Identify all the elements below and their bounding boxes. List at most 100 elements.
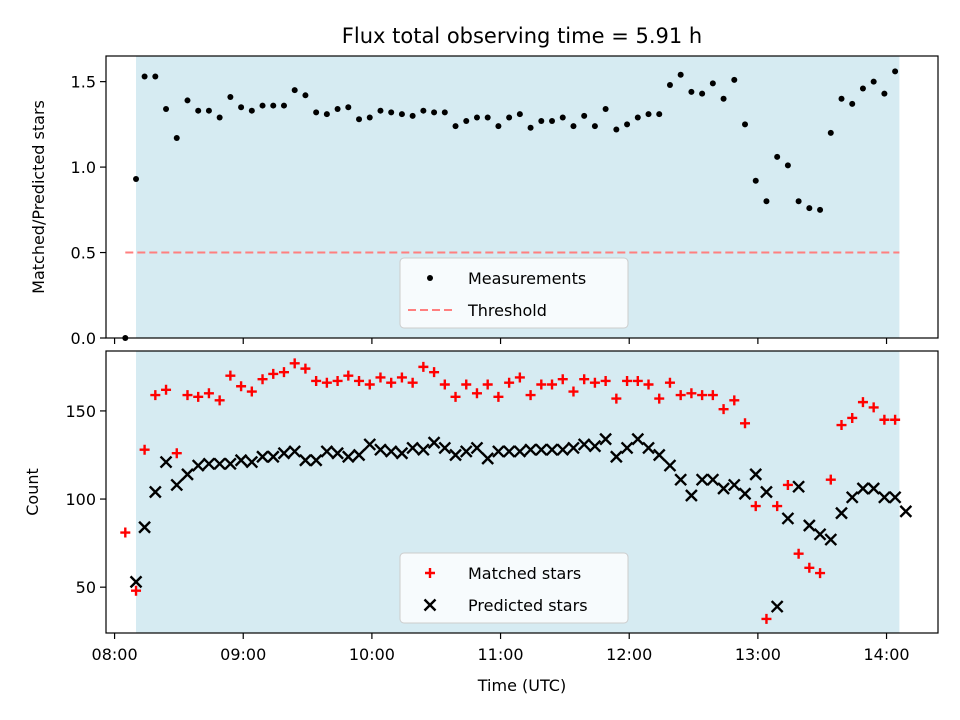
chart-title: Flux total observing time = 5.91 h: [342, 24, 702, 48]
bottom-series-matched-stars-point: [568, 386, 579, 397]
top-series-measurements-point: [527, 124, 534, 131]
bottom-series-predicted-stars-point: [181, 468, 194, 481]
bottom-series-matched-stars-point: [364, 379, 375, 390]
bottom-series-matched-stars-point: [161, 384, 172, 395]
bottom-series-matched-stars-point: [547, 379, 558, 390]
bottom-series-matched-stars-point: [815, 568, 826, 579]
bottom-series-matched-stars-point: [300, 363, 311, 374]
bottom-series-matched-stars-point: [171, 448, 182, 459]
bottom-series-predicted-stars-point: [556, 443, 570, 457]
top-series-measurements-point: [666, 82, 673, 89]
bottom-series-predicted-stars-point: [395, 446, 409, 460]
bottom-series-predicted-stars-point: [524, 443, 537, 457]
bottom-series-predicted-stars-point: [481, 452, 495, 465]
bottom-series-predicted-stars-point: [406, 441, 419, 455]
bottom-series-predicted-stars-point: [266, 450, 280, 464]
bottom-series-predicted-stars-point: [835, 506, 848, 520]
top-series-measurements-point: [398, 111, 405, 118]
bottom-series-matched-stars-point: [386, 377, 397, 388]
top-series-measurements-point: [484, 114, 491, 121]
bottom-series-matched-stars-point: [268, 368, 279, 379]
bottom-series-matched-stars-point: [707, 390, 718, 401]
bottom-series-predicted-stars-point: [427, 436, 441, 449]
bottom-series-matched-stars-point: [131, 585, 142, 596]
top-series-measurements-point: [388, 109, 395, 116]
top-series-measurements-point: [634, 114, 641, 121]
bottom-series-predicted-stars-point: [331, 446, 344, 460]
x-tick-label: 10:00: [349, 645, 395, 664]
bottom-series-matched-stars-point: [257, 374, 268, 385]
top-series-measurements-point: [827, 129, 834, 136]
bottom-series-predicted-stars-point: [888, 490, 902, 504]
bottom-series-predicted-stars-point: [760, 485, 773, 499]
bottom-series-matched-stars-point: [836, 420, 847, 431]
top-series-measurements-point: [291, 87, 298, 94]
top-series-measurements-point: [763, 198, 770, 205]
top-series-measurements-point: [774, 153, 781, 160]
bottom-series-matched-stars-point: [236, 381, 247, 392]
bottom-series-matched-stars-point: [482, 379, 493, 390]
bottom-series-matched-stars-point: [193, 391, 204, 402]
bottom-series-predicted-stars-point: [309, 453, 323, 467]
bottom-plot-area: 50 100 150 08:00 09:00 10:00 11:00 12:00 13:00 14…: [65, 350, 939, 664]
bottom-series-matched-stars-point: [750, 501, 761, 512]
top-series-measurements-point: [870, 78, 877, 85]
bottom-series-predicted-stars-point: [588, 439, 602, 453]
bottom-series-predicted-stars-point: [384, 445, 398, 458]
top-series-measurements-point: [345, 104, 352, 111]
bottom-series-matched-stars-point: [675, 390, 686, 401]
top-series-measurements-point: [420, 107, 427, 114]
bottom-series-matched-stars-point: [772, 501, 783, 512]
bottom-series-matched-stars-point: [471, 388, 482, 399]
bottom-series-predicted-stars-point: [288, 445, 302, 458]
top-series-measurements-point: [731, 76, 738, 83]
top-series-measurements-point: [163, 105, 170, 112]
bottom-series-predicted-stars-point: [170, 478, 184, 492]
top-series-measurements-point: [409, 112, 416, 119]
bottom-series-matched-stars-point: [718, 404, 729, 415]
bottom-series-predicted-stars-point: [277, 446, 291, 460]
bottom-series-matched-stars-point: [729, 395, 740, 406]
top-series-measurements-point: [259, 102, 266, 109]
top-y-axis-label: Matched/Predicted stars: [29, 100, 48, 294]
top-panel: 0.0 0.5 1.0 1.5 Measurements Threshold Matche…: [29, 55, 939, 348]
bottom-legend-entry-matched-stars-label: Matched stars: [468, 564, 581, 583]
bottom-series-predicted-stars-point: [470, 441, 484, 455]
bottom-y-tick-label: 50: [76, 578, 96, 597]
top-series-measurements-point: [720, 95, 727, 102]
top-series-measurements-point: [677, 71, 684, 78]
top-series-measurements-point: [591, 123, 598, 130]
bottom-y-tick-label: 100: [65, 490, 96, 509]
bottom-series-matched-stars-point: [589, 377, 600, 388]
x-tick-label: 14:00: [863, 645, 909, 664]
top-legend-entry-threshold-label: Threshold: [467, 301, 547, 320]
bottom-series-matched-stars-point: [429, 367, 440, 378]
bottom-panel: 50 100 150 08:00 09:00 10:00 11:00 12:00 13:00 14…: [23, 350, 939, 695]
top-series-measurements-point: [441, 109, 448, 116]
bottom-series-matched-stars-point: [246, 386, 257, 397]
top-series-measurements-point: [227, 94, 234, 101]
bottom-series-predicted-stars-point: [856, 482, 870, 495]
bottom-series-predicted-stars-point: [642, 441, 655, 455]
top-series-measurements-point: [549, 117, 556, 124]
bottom-series-predicted-stars-point: [824, 533, 838, 546]
bottom-series-predicted-stars-point: [299, 453, 312, 467]
top-series-measurements-point: [581, 112, 588, 119]
bottom-series-predicted-stars-point: [674, 473, 688, 487]
bottom-series-matched-stars-point: [847, 412, 858, 423]
top-series-measurements-point: [184, 97, 191, 104]
top-series-measurements-point: [173, 135, 180, 142]
bottom-series-predicted-stars-point: [663, 459, 677, 472]
bottom-series-predicted-stars-point: [438, 441, 452, 455]
bottom-series-matched-stars-point: [740, 418, 751, 429]
bottom-series-predicted-stars-point: [738, 487, 752, 501]
bottom-series-predicted-stars-point: [652, 448, 666, 462]
bottom-series-predicted-stars-point: [148, 485, 162, 499]
top-series-measurements-point: [216, 114, 223, 121]
bottom-series-matched-stars-point: [643, 379, 654, 390]
bottom-series-matched-stars-point: [686, 388, 697, 399]
top-series-measurements-point: [334, 105, 341, 112]
bottom-series-matched-stars-point: [782, 479, 793, 490]
bottom-series-matched-stars-point: [579, 374, 590, 385]
